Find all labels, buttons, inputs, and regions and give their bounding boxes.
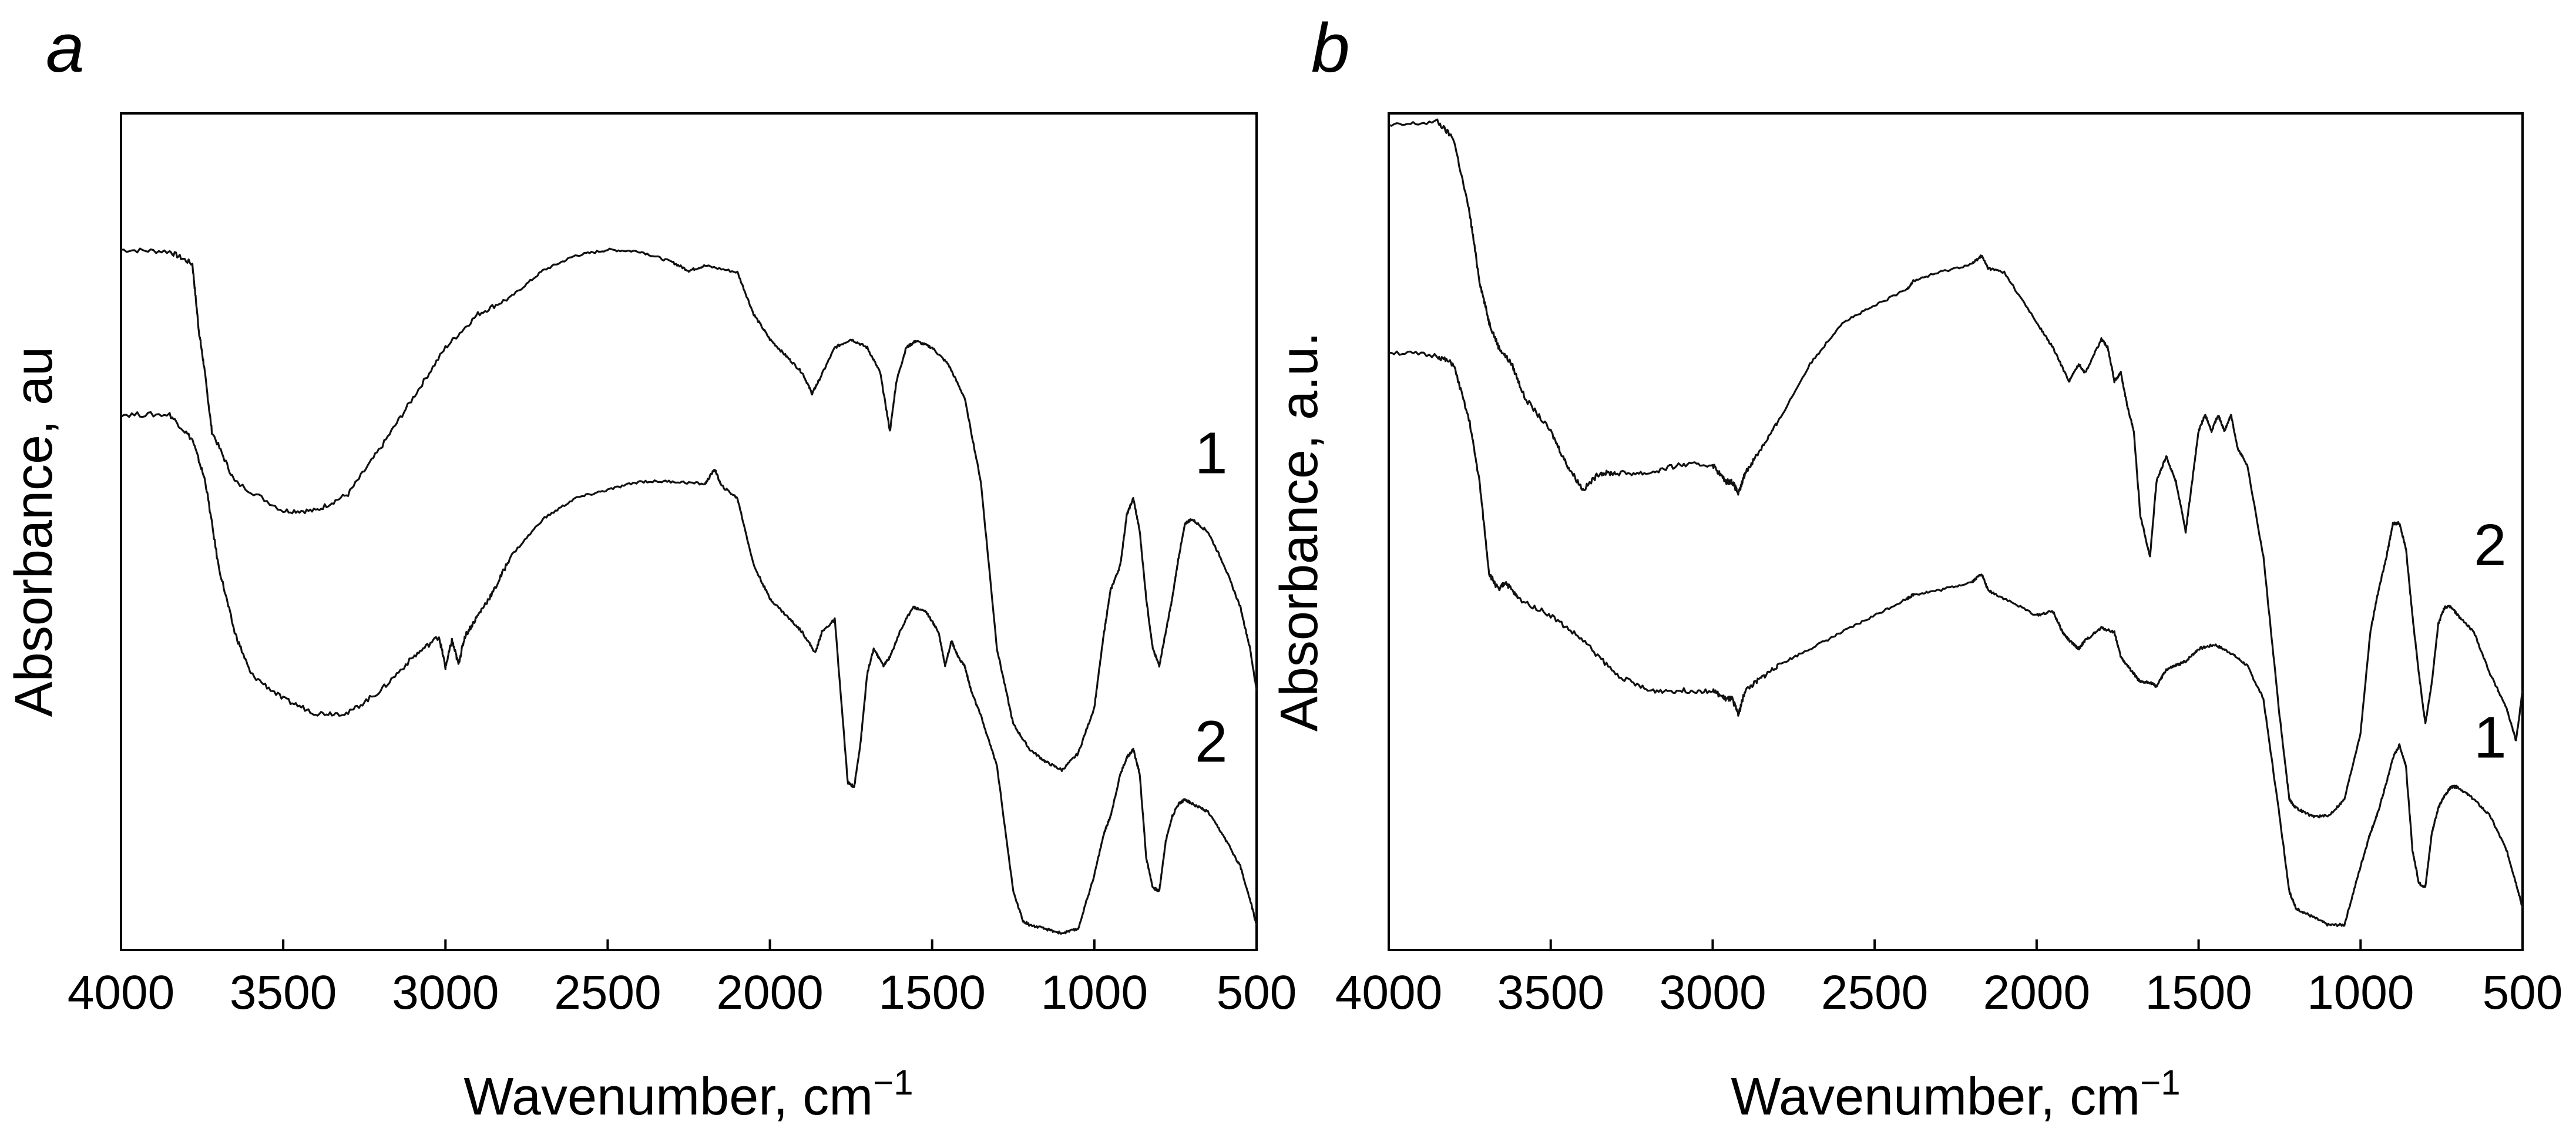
x-tick-label-a-6: 1000 [1041,966,1148,1019]
series-line-a-2 [120,411,1258,935]
x-tick-label-a-7: 500 [1217,966,1297,1019]
x-tick-label-a-2: 3000 [392,966,499,1019]
x-tick-label-b-5: 1500 [2145,966,2252,1019]
x-axis-ticks-a [120,939,1258,950]
x-axis-tick-labels-b: 4000 3500 3000 2500 2000 1500 1000 500 [1335,966,2563,1019]
panel-a: a 4000 3500 3000 2500 2000 1500 1000 500 12 Wav… [5,9,1297,1126]
y-axis-label-b: Absorbance, a.u. [1270,332,1329,731]
panel-letter-a: a [46,9,85,87]
x-tick-label-b-3: 2500 [1821,966,1928,1019]
x-tick-label-a-0: 4000 [68,966,174,1019]
panel-b: b 4000 3500 3000 2500 2000 1500 1000 500 21 Wav… [1270,9,2562,1126]
x-axis-label-b: Wavenumber, cm−1 [1731,1063,2180,1126]
x-tick-label-b-6: 1000 [2307,966,2414,1019]
x-tick-label-b-7: 500 [2483,966,2563,1019]
panel-letter-b: b [1311,9,1350,87]
series-line-a-1 [120,247,1258,773]
x-tick-label-b-2: 3000 [1659,966,1766,1019]
y-axis-label-a: Absorbance, au [5,347,63,717]
x-tick-label-b-0: 4000 [1335,966,1442,1019]
x-axis-label-superscript-a: −1 [873,1063,913,1102]
x-tick-label-a-1: 3500 [230,966,337,1019]
curve-label-a-0: 1 [1195,420,1228,486]
curve-labels-a: 12 [1195,420,1228,774]
x-tick-label-a-5: 1500 [879,966,986,1019]
curve-label-b-1: 1 [2474,704,2507,770]
x-tick-label-b-4: 2000 [1983,966,2090,1019]
series-line-b-2 [1388,118,2524,818]
x-axis-label-a: Wavenumber, cm−1 [464,1063,913,1126]
curve-labels-b: 21 [2474,512,2507,771]
x-tick-label-b-1: 3500 [1497,966,1604,1019]
curve-label-a-1: 2 [1195,709,1228,775]
x-axis-tick-labels-a: 4000 3500 3000 2500 2000 1500 1000 500 [68,966,1297,1019]
plot-frame-a [120,112,1258,951]
x-tick-label-a-3: 2500 [554,966,661,1019]
plot-frame-b [1388,112,2524,951]
series-group-a [120,247,1258,935]
x-axis-label-superscript-b: −1 [2140,1063,2180,1102]
x-tick-label-a-4: 2000 [716,966,823,1019]
series-line-b-1 [1388,350,2524,927]
x-axis-ticks-b [1388,939,2524,950]
curve-label-b-0: 2 [2474,512,2507,578]
series-group-b [1388,118,2524,927]
